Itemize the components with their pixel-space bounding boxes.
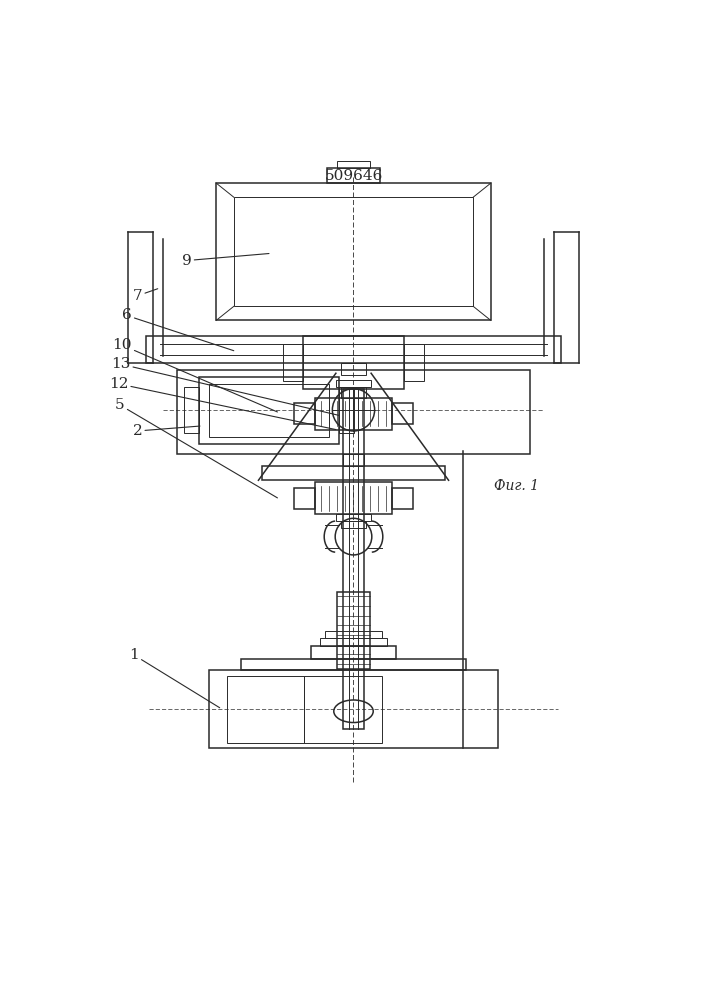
Bar	[209, 384, 329, 437]
Bar	[327, 168, 380, 183]
Text: 7: 7	[133, 289, 158, 303]
Bar	[294, 488, 315, 509]
Bar	[185, 387, 199, 433]
Bar	[341, 521, 366, 528]
Bar	[294, 403, 315, 424]
Bar	[227, 676, 304, 743]
Text: 509646: 509646	[325, 169, 382, 183]
Bar	[343, 389, 364, 729]
Bar	[337, 161, 370, 168]
Bar	[341, 387, 366, 398]
Bar	[339, 387, 354, 433]
Bar	[283, 344, 303, 381]
Bar	[404, 344, 424, 381]
Text: 10: 10	[112, 338, 277, 412]
Bar	[146, 336, 561, 363]
Bar	[311, 646, 396, 659]
Bar	[343, 454, 364, 466]
Bar	[315, 398, 392, 430]
Text: Фиг. 1: Фиг. 1	[494, 479, 539, 493]
Text: 1: 1	[129, 648, 220, 708]
Bar	[325, 631, 382, 638]
Text: 9: 9	[182, 254, 269, 268]
Text: 2: 2	[132, 424, 200, 438]
Bar	[241, 659, 466, 670]
Bar	[209, 670, 498, 748]
Bar	[303, 336, 404, 389]
Bar	[320, 638, 387, 646]
Bar	[304, 676, 382, 743]
Bar	[216, 183, 491, 320]
Text: 13: 13	[111, 357, 339, 415]
Bar	[336, 380, 371, 387]
Bar	[341, 363, 366, 375]
Bar	[199, 377, 339, 444]
Bar	[337, 592, 370, 669]
Bar	[262, 466, 445, 480]
Bar	[392, 488, 413, 509]
Bar	[315, 482, 392, 514]
Bar	[234, 197, 473, 306]
Text: 12: 12	[109, 377, 336, 430]
Text: 5: 5	[115, 398, 277, 498]
Text: 6: 6	[122, 308, 234, 351]
Bar	[177, 370, 530, 454]
Bar	[336, 514, 371, 521]
Bar	[392, 403, 413, 424]
